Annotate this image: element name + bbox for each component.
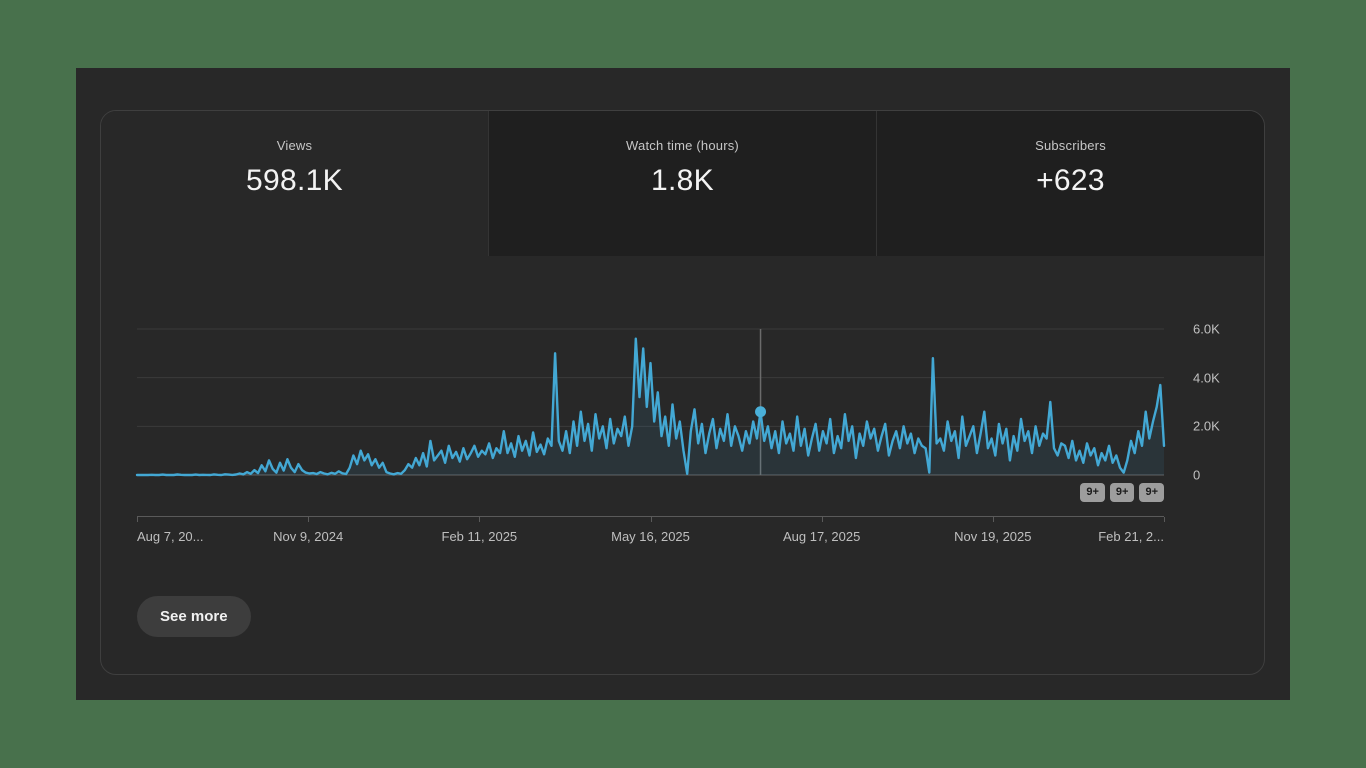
y-axis-tick-label: 0	[1193, 467, 1201, 483]
x-axis-tick-label: Aug 7, 20...	[137, 529, 204, 544]
tab-watch-time-value: 1.8K	[651, 164, 714, 197]
x-axis-tick	[1164, 517, 1165, 522]
x-axis-tick-label: Nov 19, 2025	[954, 529, 1032, 544]
y-axis-tick-label: 6.0K	[1193, 321, 1220, 337]
x-axis-tick	[992, 517, 994, 522]
x-axis-tick	[479, 517, 481, 522]
tab-views-value: 598.1K	[246, 164, 343, 197]
x-axis: Aug 7, 20... Nov 9, 2024 Feb 11, 2025 Ma…	[137, 516, 1165, 556]
video-count-badge[interactable]: 9+	[1139, 483, 1164, 502]
tab-watch-time[interactable]: Watch time (hours) 1.8K	[488, 111, 876, 256]
x-axis-tick	[308, 517, 310, 522]
x-axis-tick	[821, 517, 823, 522]
tab-views[interactable]: Views 598.1K	[101, 111, 488, 256]
y-axis-tick-label: 4.0K	[1193, 370, 1220, 386]
x-axis-tick-label: Nov 9, 2024	[273, 529, 344, 544]
analytics-summary-card: Views 598.1K Watch time (hours) 1.8K Sub…	[100, 110, 1265, 675]
x-axis-tick-label: Aug 17, 2025	[782, 529, 861, 544]
tab-watch-time-label: Watch time (hours)	[626, 138, 739, 153]
see-more-button[interactable]: See more	[137, 596, 251, 637]
views-line-chart[interactable]	[135, 328, 1166, 477]
metric-tab-bar: Views 598.1K Watch time (hours) 1.8K Sub…	[101, 111, 1264, 256]
app-window: Views 598.1K Watch time (hours) 1.8K Sub…	[76, 68, 1290, 700]
tab-subscribers[interactable]: Subscribers +623	[876, 111, 1264, 256]
tab-subscribers-label: Subscribers	[1035, 138, 1106, 153]
tab-views-label: Views	[276, 138, 313, 153]
tab-subscribers-value: +623	[1036, 164, 1105, 197]
y-axis-tick-label: 2.0K	[1193, 418, 1220, 434]
chart-badges: 9+ 9+ 9+	[137, 483, 1164, 502]
x-axis-tick	[650, 517, 652, 522]
x-axis-tick-label: Feb 21, 2...	[1098, 529, 1164, 544]
video-count-badge[interactable]: 9+	[1109, 483, 1135, 502]
x-axis-tick	[137, 517, 138, 522]
video-count-badge[interactable]: 9+	[1080, 483, 1105, 502]
x-axis-line	[137, 516, 1164, 517]
x-axis-tick-label: Feb 11, 2025	[441, 529, 518, 544]
x-axis-tick-label: May 16, 2025	[611, 529, 690, 544]
